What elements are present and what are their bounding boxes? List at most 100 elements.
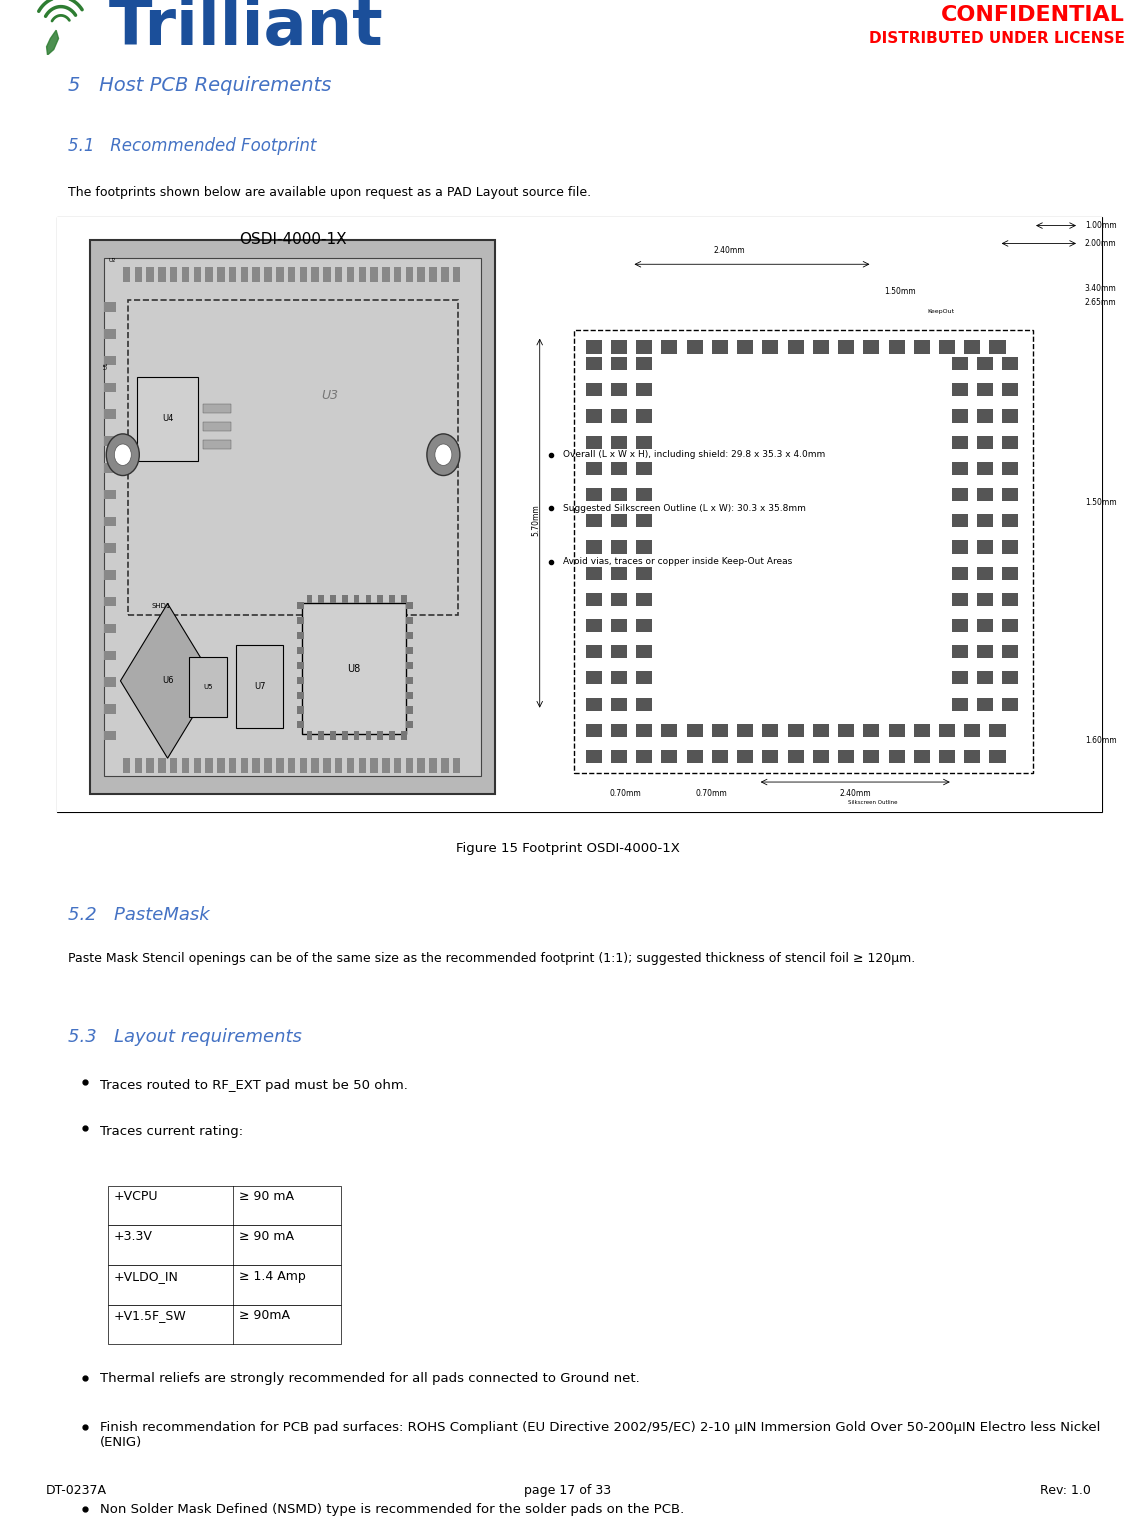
Text: KeepOut: KeepOut <box>928 310 955 314</box>
Text: 5.1   Recommended Footprint: 5.1 Recommended Footprint <box>68 137 317 156</box>
Bar <box>108 1225 341 1265</box>
Bar <box>636 540 652 554</box>
Bar <box>863 749 879 763</box>
Bar <box>838 749 854 763</box>
Bar <box>252 267 260 282</box>
Bar <box>318 731 324 740</box>
Bar <box>989 340 1005 354</box>
Text: 2.65mm: 2.65mm <box>1085 299 1117 307</box>
Text: 1.60mm: 1.60mm <box>1085 736 1117 745</box>
Bar <box>1002 645 1018 658</box>
Bar <box>1002 671 1018 685</box>
Bar <box>913 749 929 763</box>
Bar <box>147 758 153 774</box>
Bar <box>105 650 116 661</box>
Text: Traces current rating:: Traces current rating: <box>100 1125 243 1137</box>
Bar <box>636 409 652 423</box>
Bar <box>989 749 1005 763</box>
Bar <box>586 340 602 354</box>
Text: 1.00mm: 1.00mm <box>1085 221 1117 230</box>
Bar <box>429 758 436 774</box>
Bar <box>147 267 153 282</box>
Bar <box>134 267 142 282</box>
Text: OSDI-4000-1X: OSDI-4000-1X <box>239 232 346 247</box>
Bar <box>323 267 331 282</box>
Bar <box>586 697 602 711</box>
Bar <box>1002 592 1018 606</box>
Bar <box>838 725 854 737</box>
Text: 5.70mm: 5.70mm <box>532 504 540 536</box>
Bar <box>1002 409 1018 423</box>
Bar <box>977 620 993 632</box>
Bar <box>127 301 458 615</box>
Text: DT-0237A: DT-0237A <box>45 1485 107 1497</box>
Bar <box>737 725 753 737</box>
Bar <box>335 267 342 282</box>
Bar <box>252 758 260 774</box>
Bar <box>441 758 449 774</box>
Bar <box>952 357 968 371</box>
Bar <box>123 758 131 774</box>
Bar <box>406 758 414 774</box>
Bar <box>441 267 449 282</box>
Bar <box>611 488 627 501</box>
Bar <box>1002 357 1018 371</box>
Text: 5   Host PCB Requirements: 5 Host PCB Requirements <box>68 76 332 95</box>
Bar <box>737 749 753 763</box>
Circle shape <box>115 444 132 465</box>
Bar <box>298 722 304 728</box>
Bar <box>406 707 412 714</box>
Bar <box>298 676 304 684</box>
Bar <box>331 731 336 740</box>
Bar <box>977 514 993 528</box>
Bar <box>737 340 753 354</box>
Bar <box>287 758 295 774</box>
Text: 0.70mm: 0.70mm <box>610 789 642 798</box>
Text: SHD1: SHD1 <box>151 603 170 609</box>
Text: DISTRIBUTED UNDER LICENSE: DISTRIBUTED UNDER LICENSE <box>869 31 1125 46</box>
Bar <box>105 383 116 392</box>
Bar <box>586 671 602 685</box>
Bar <box>298 707 304 714</box>
Bar <box>977 540 993 554</box>
Bar <box>586 488 602 501</box>
Bar <box>170 758 177 774</box>
Text: U5: U5 <box>203 684 212 690</box>
Bar <box>977 671 993 685</box>
Text: U2: U2 <box>109 258 116 264</box>
Text: Paste Mask Stencil openings can be of the same size as the recommended footprint: Paste Mask Stencil openings can be of th… <box>68 952 916 964</box>
Bar <box>417 267 425 282</box>
Bar <box>108 1265 341 1305</box>
Bar <box>586 383 602 397</box>
Text: 5.3   Layout requirements: 5.3 Layout requirements <box>68 1029 302 1047</box>
Bar <box>105 678 116 687</box>
Bar <box>611 749 627 763</box>
Bar <box>863 340 879 354</box>
Bar <box>203 404 232 414</box>
Text: ≥ 1.4 Amp: ≥ 1.4 Amp <box>239 1270 306 1282</box>
Bar <box>182 267 190 282</box>
Bar <box>636 645 652 658</box>
Bar <box>406 267 414 282</box>
Bar <box>939 749 955 763</box>
Bar <box>359 267 366 282</box>
Bar <box>636 514 652 528</box>
Bar <box>586 645 602 658</box>
Text: U7: U7 <box>253 682 266 691</box>
Bar <box>661 749 677 763</box>
Bar <box>586 620 602 632</box>
Bar <box>939 340 955 354</box>
Bar <box>611 462 627 475</box>
Bar <box>193 267 201 282</box>
Bar <box>586 540 602 554</box>
Bar <box>611 540 627 554</box>
Bar <box>977 697 993 711</box>
Bar <box>406 617 412 624</box>
Bar <box>406 662 412 668</box>
Text: page 17 of 33: page 17 of 33 <box>525 1485 611 1497</box>
Bar <box>382 758 390 774</box>
Bar <box>105 571 116 580</box>
Bar <box>1002 514 1018 528</box>
Bar <box>636 340 652 354</box>
Bar <box>952 592 968 606</box>
